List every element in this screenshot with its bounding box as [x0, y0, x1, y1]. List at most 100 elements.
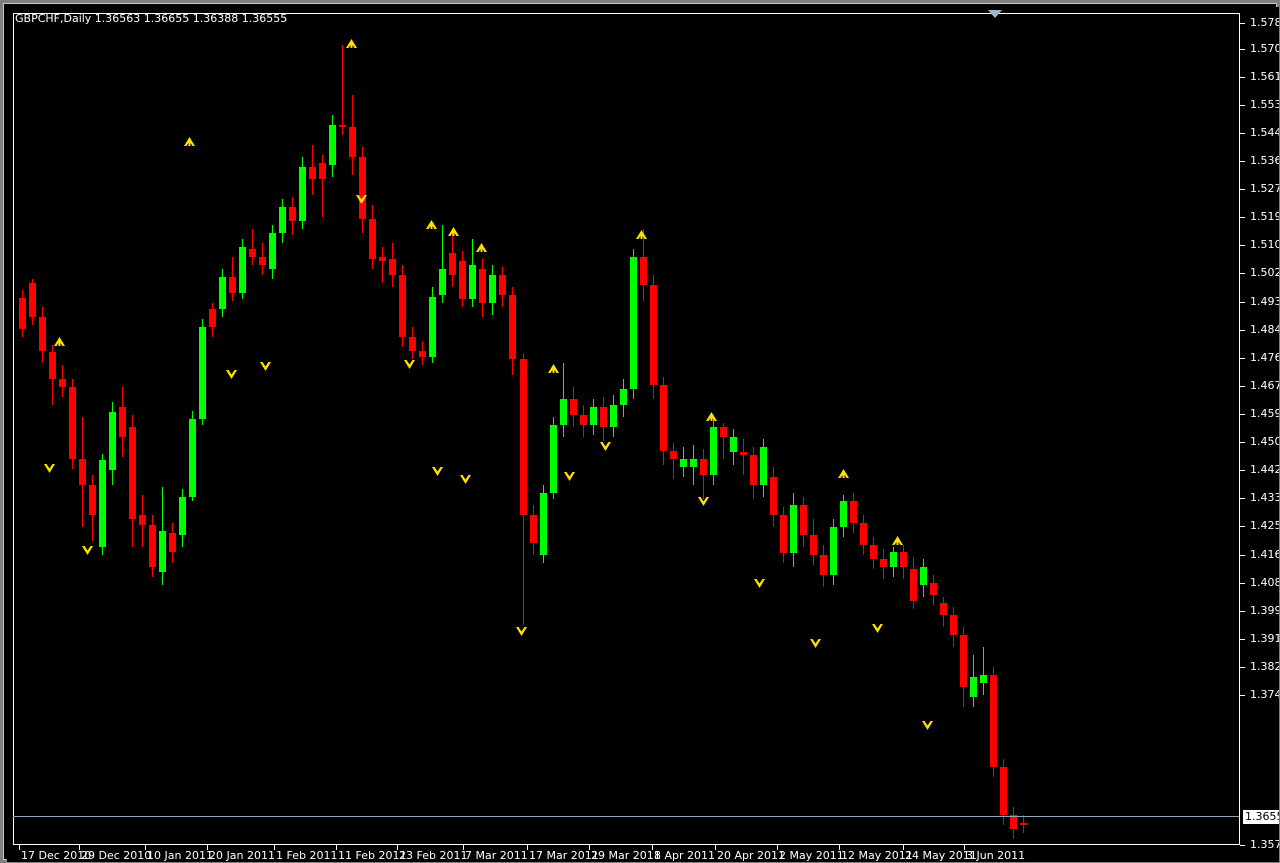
price-tick [1240, 133, 1245, 134]
date-tick [19, 845, 20, 850]
candle-body [950, 615, 957, 635]
candle-body [179, 497, 186, 535]
price-tick [1240, 23, 1245, 24]
price-tick [1240, 358, 1245, 359]
candle-body [520, 359, 527, 515]
date-tick [463, 845, 464, 850]
candle-body [419, 351, 426, 357]
candle-body [369, 219, 376, 259]
price-scale-label: 1.49325 [1250, 295, 1279, 308]
candle-body [660, 385, 667, 451]
candle-body [149, 525, 156, 567]
candle-body [139, 515, 146, 525]
price-scale-label: 1.42525 [1250, 519, 1279, 532]
candle-body [479, 269, 486, 303]
candle-body [489, 275, 496, 303]
fractal-down-icon [563, 467, 576, 481]
date-tick [274, 845, 275, 850]
candle-body [449, 253, 456, 275]
candle-body [119, 407, 126, 437]
candle-body [720, 427, 727, 437]
candle-body [590, 407, 597, 425]
fractal-down-icon [515, 622, 528, 636]
candle-wick [743, 439, 744, 475]
candle-body [29, 283, 36, 317]
candle-body [970, 677, 977, 697]
candle-body [1000, 767, 1007, 815]
price-tick [1240, 845, 1245, 846]
price-scale-label: 1.55300 [1250, 98, 1279, 111]
price-tick [1240, 414, 1245, 415]
candle-wick [442, 225, 443, 303]
candle-body [1020, 823, 1027, 825]
candle-body [860, 523, 867, 545]
price-scale-label: 1.47625 [1250, 351, 1279, 364]
object-anchor-triangle-icon[interactable] [988, 10, 1002, 18]
price-scale-label: 1.48475 [1250, 323, 1279, 336]
price-scale-label: 1.56150 [1250, 70, 1279, 83]
candle-body [990, 675, 997, 767]
fractal-down-icon [43, 459, 56, 473]
date-tick [964, 845, 965, 850]
candle-body [69, 387, 76, 459]
candle-body [570, 399, 577, 415]
fractal-up-icon [425, 215, 438, 229]
candle-body [59, 379, 66, 387]
date-scale-label: 10 Jan 2011 [147, 849, 213, 862]
candle-body [840, 501, 847, 527]
candle-body [259, 257, 266, 265]
date-scale-label: 2 May 2011 [779, 849, 844, 862]
price-scale-label: 1.43375 [1250, 491, 1279, 504]
candle-body [690, 459, 697, 467]
candle-wick [382, 247, 383, 283]
candle-body [39, 317, 46, 351]
price-scale-label: 1.52750 [1250, 182, 1279, 195]
candle-wick [723, 423, 724, 459]
candle-body [810, 535, 817, 555]
candle-body [880, 559, 887, 567]
candle-body [239, 247, 246, 293]
fractal-down-icon [355, 190, 368, 204]
candle-body [279, 207, 286, 233]
candle-body [750, 455, 757, 485]
candle-body [109, 412, 116, 470]
time-scale[interactable]: 17 Dec 2010 29 Dec 2010 10 Jan 2011 20 Jan … [7, 845, 1279, 862]
price-scale-label: 1.41650 [1250, 548, 1279, 561]
date-tick [589, 845, 590, 850]
candle-body [299, 167, 306, 221]
candle-body [680, 459, 687, 467]
candle-body [169, 533, 176, 552]
candle-body [540, 493, 547, 555]
date-tick [145, 845, 146, 850]
date-scale-label: 29 Dec 2010 [81, 849, 152, 862]
candle-body [189, 419, 196, 497]
price-scale-label: 1.39950 [1250, 604, 1279, 617]
price-scale[interactable]: 1.57875 1.57025 1.56150 1.55300 1.54450 1.536… [1240, 7, 1279, 862]
candle-body [459, 261, 466, 299]
candle-body [319, 163, 326, 179]
candle-body [730, 437, 737, 452]
date-tick [79, 845, 80, 850]
candle-body [640, 257, 647, 285]
price-tick [1240, 302, 1245, 303]
date-scale-label: 11 Feb 2011 [338, 849, 407, 862]
candle-body [930, 583, 937, 595]
price-scale-label: 1.50200 [1250, 266, 1279, 279]
price-scale-label: 1.37400 [1250, 688, 1279, 701]
candle-body [129, 427, 136, 519]
chart-plot-area[interactable]: GBPCHF,Daily 1.36563 1.36655 1.36388 1.3… [7, 7, 1279, 862]
fractal-down-icon [225, 365, 238, 379]
candle-body [499, 275, 506, 295]
candle-body [700, 459, 707, 475]
candle-body [850, 501, 857, 523]
price-tick [1240, 217, 1245, 218]
price-tick [1240, 49, 1245, 50]
candle-body [760, 447, 767, 485]
date-scale-label: 20 Apr 2011 [717, 849, 786, 862]
candle-body [900, 552, 907, 567]
candle-body [770, 477, 777, 515]
candle-body [389, 259, 396, 275]
candle-body [409, 337, 416, 351]
price-scale-label: 1.40800 [1250, 576, 1279, 589]
